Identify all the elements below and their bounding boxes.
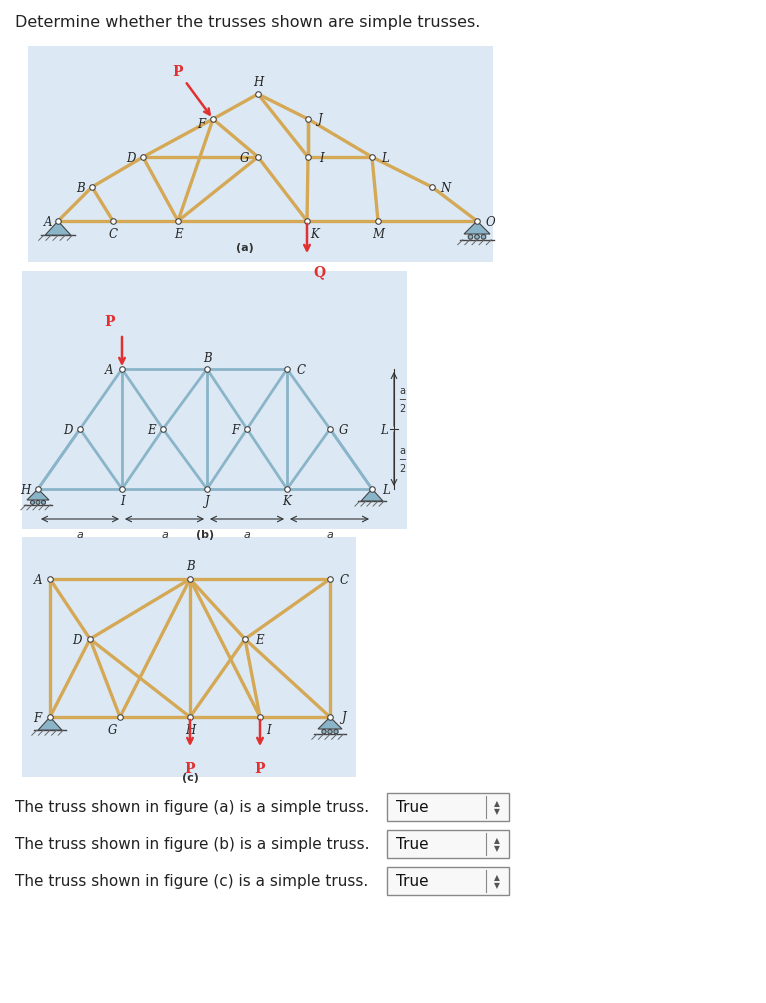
Text: H: H (20, 483, 30, 496)
Text: H: H (185, 724, 195, 737)
Text: (a): (a) (236, 243, 254, 253)
Text: ▲: ▲ (494, 798, 500, 807)
Polygon shape (27, 489, 49, 500)
Circle shape (475, 236, 480, 240)
Text: I: I (119, 495, 124, 508)
FancyBboxPatch shape (28, 47, 493, 263)
Text: (c): (c) (182, 772, 198, 782)
Polygon shape (318, 717, 342, 729)
FancyBboxPatch shape (22, 538, 356, 777)
FancyBboxPatch shape (387, 868, 509, 895)
Text: G: G (107, 724, 116, 737)
Text: E: E (254, 633, 264, 646)
Polygon shape (45, 222, 71, 236)
Text: L: L (382, 483, 390, 496)
Text: B: B (76, 182, 84, 195)
Text: H: H (253, 76, 264, 89)
Text: K: K (283, 495, 291, 508)
Text: a: a (244, 530, 250, 540)
Text: G: G (239, 151, 249, 164)
Text: F: F (197, 118, 205, 131)
Text: L: L (380, 423, 388, 436)
Text: True: True (396, 874, 429, 889)
Text: ▲: ▲ (494, 873, 500, 882)
Circle shape (481, 236, 486, 240)
Circle shape (322, 730, 326, 734)
Text: K: K (311, 228, 319, 241)
Circle shape (334, 730, 338, 734)
Text: Determine whether the trusses shown are simple trusses.: Determine whether the trusses shown are … (15, 15, 480, 30)
Text: a: a (161, 530, 168, 540)
Text: a
─
2: a ─ 2 (399, 385, 405, 414)
Text: A: A (44, 216, 52, 229)
Text: D: D (126, 151, 136, 164)
Text: E: E (174, 228, 182, 241)
Circle shape (41, 500, 45, 505)
Text: ▼: ▼ (494, 806, 500, 815)
Text: F: F (231, 423, 239, 436)
Text: C: C (109, 228, 117, 241)
Polygon shape (361, 489, 383, 502)
Text: a
─
2: a ─ 2 (399, 445, 405, 473)
FancyBboxPatch shape (387, 793, 509, 821)
Circle shape (31, 500, 34, 505)
Text: (b): (b) (196, 530, 214, 540)
Text: B: B (203, 351, 211, 364)
Text: I: I (266, 724, 270, 737)
Text: I: I (319, 151, 323, 164)
Text: J: J (318, 113, 322, 126)
Text: a: a (326, 530, 333, 540)
Text: F: F (33, 711, 41, 724)
Text: True: True (396, 799, 429, 814)
Text: a: a (77, 530, 83, 540)
Text: Q: Q (313, 265, 325, 279)
Text: G: G (339, 423, 348, 436)
Text: The truss shown in figure (c) is a simple truss.: The truss shown in figure (c) is a simpl… (15, 874, 368, 889)
Text: O: O (485, 216, 495, 229)
Text: M: M (372, 228, 384, 241)
Circle shape (36, 500, 40, 505)
Polygon shape (464, 222, 490, 235)
Text: The truss shown in figure (b) is a simple truss.: The truss shown in figure (b) is a simpl… (15, 837, 369, 852)
FancyBboxPatch shape (387, 830, 509, 859)
FancyBboxPatch shape (22, 272, 407, 530)
Text: J: J (205, 495, 209, 508)
Circle shape (328, 730, 332, 734)
Polygon shape (38, 717, 62, 730)
Text: C: C (296, 363, 306, 376)
Text: D: D (64, 423, 73, 436)
Text: A: A (34, 573, 42, 586)
Text: P: P (173, 65, 183, 79)
Text: ▼: ▼ (494, 844, 500, 853)
Text: L: L (381, 151, 389, 164)
Text: J: J (342, 711, 346, 724)
Text: C: C (339, 573, 349, 586)
Text: D: D (72, 633, 82, 646)
Text: B: B (185, 560, 195, 573)
Text: ▼: ▼ (494, 881, 500, 890)
Text: The truss shown in figure (a) is a simple truss.: The truss shown in figure (a) is a simpl… (15, 799, 369, 814)
Text: E: E (146, 423, 155, 436)
Text: P: P (105, 315, 115, 329)
Circle shape (468, 236, 473, 240)
Text: A: A (105, 363, 113, 376)
Text: P: P (185, 761, 195, 775)
Text: P: P (255, 761, 265, 775)
Text: N: N (440, 182, 450, 195)
Text: True: True (396, 837, 429, 852)
Text: ▲: ▲ (494, 835, 500, 845)
